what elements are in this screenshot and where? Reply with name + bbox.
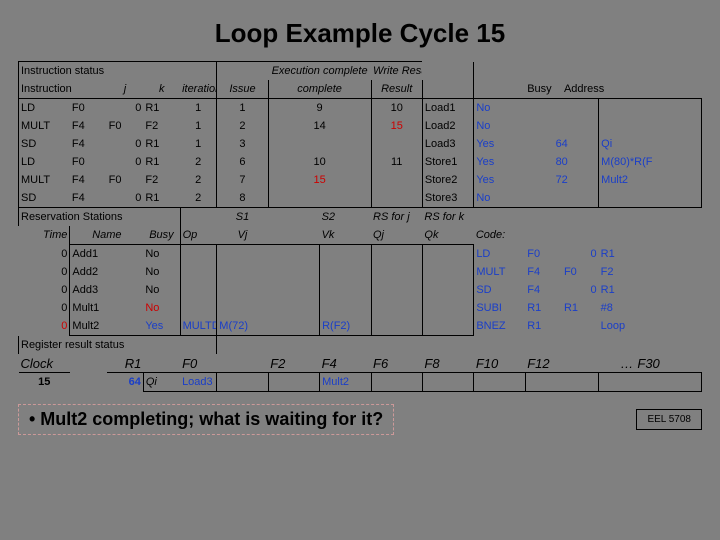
hdr-name: Name xyxy=(70,226,143,245)
hdr-code: Code: xyxy=(474,226,525,245)
hdr-qk: Qk xyxy=(422,226,473,245)
inst-dest: F0 xyxy=(70,99,107,118)
hdr-instruction: Instruction xyxy=(19,80,107,99)
hdr-reservation: Reservation Stations xyxy=(19,208,181,227)
hdr-write-result: Write Result xyxy=(371,62,422,81)
footer-note: • Mult2 completing; what is waiting for … xyxy=(18,404,394,435)
hdr-busy2: Busy xyxy=(143,226,180,245)
hdr-s2: S2 xyxy=(320,208,371,227)
hdr-k: k xyxy=(143,80,180,99)
main-table-area: Instruction status Execution complete Wr… xyxy=(0,61,720,392)
hdr-exec-complete: Execution complete xyxy=(268,62,371,81)
hdr-s1: S1 xyxy=(217,208,268,227)
hdr-j: j xyxy=(107,80,144,99)
hdr-vj: Vj xyxy=(217,226,268,245)
hdr-qj: Qj xyxy=(371,226,422,245)
hdr-issue: Issue xyxy=(217,80,268,99)
hdr-rsj: RS for j xyxy=(371,208,422,227)
hdr-r1: R1 xyxy=(107,354,144,373)
hdr-reg-result: Register result status xyxy=(19,336,217,355)
hdr-vk: Vk xyxy=(320,226,371,245)
hdr-instr-status: Instruction status xyxy=(19,62,181,81)
inst-op: LD xyxy=(19,99,70,118)
hdr-complete: complete xyxy=(268,80,371,99)
hdr-iteration: iteration xyxy=(180,80,217,99)
clock-value: 15 xyxy=(19,373,70,392)
hdr-op: Op xyxy=(180,226,217,245)
page-title: Loop Example Cycle 15 xyxy=(0,0,720,61)
main-table: Instruction status Execution complete Wr… xyxy=(18,61,702,392)
hdr-rsk: RS for k xyxy=(422,208,473,227)
hdr-busy: Busy xyxy=(525,80,562,99)
hdr-address: Address xyxy=(562,80,702,99)
footer: • Mult2 completing; what is waiting for … xyxy=(0,392,720,435)
hdr-result: Result xyxy=(371,80,422,99)
hdr-clock: Clock xyxy=(19,354,70,373)
hdr-time: Time xyxy=(19,226,70,245)
course-label: EEL 5708 xyxy=(636,409,702,430)
r1-value: 64 xyxy=(107,373,144,392)
